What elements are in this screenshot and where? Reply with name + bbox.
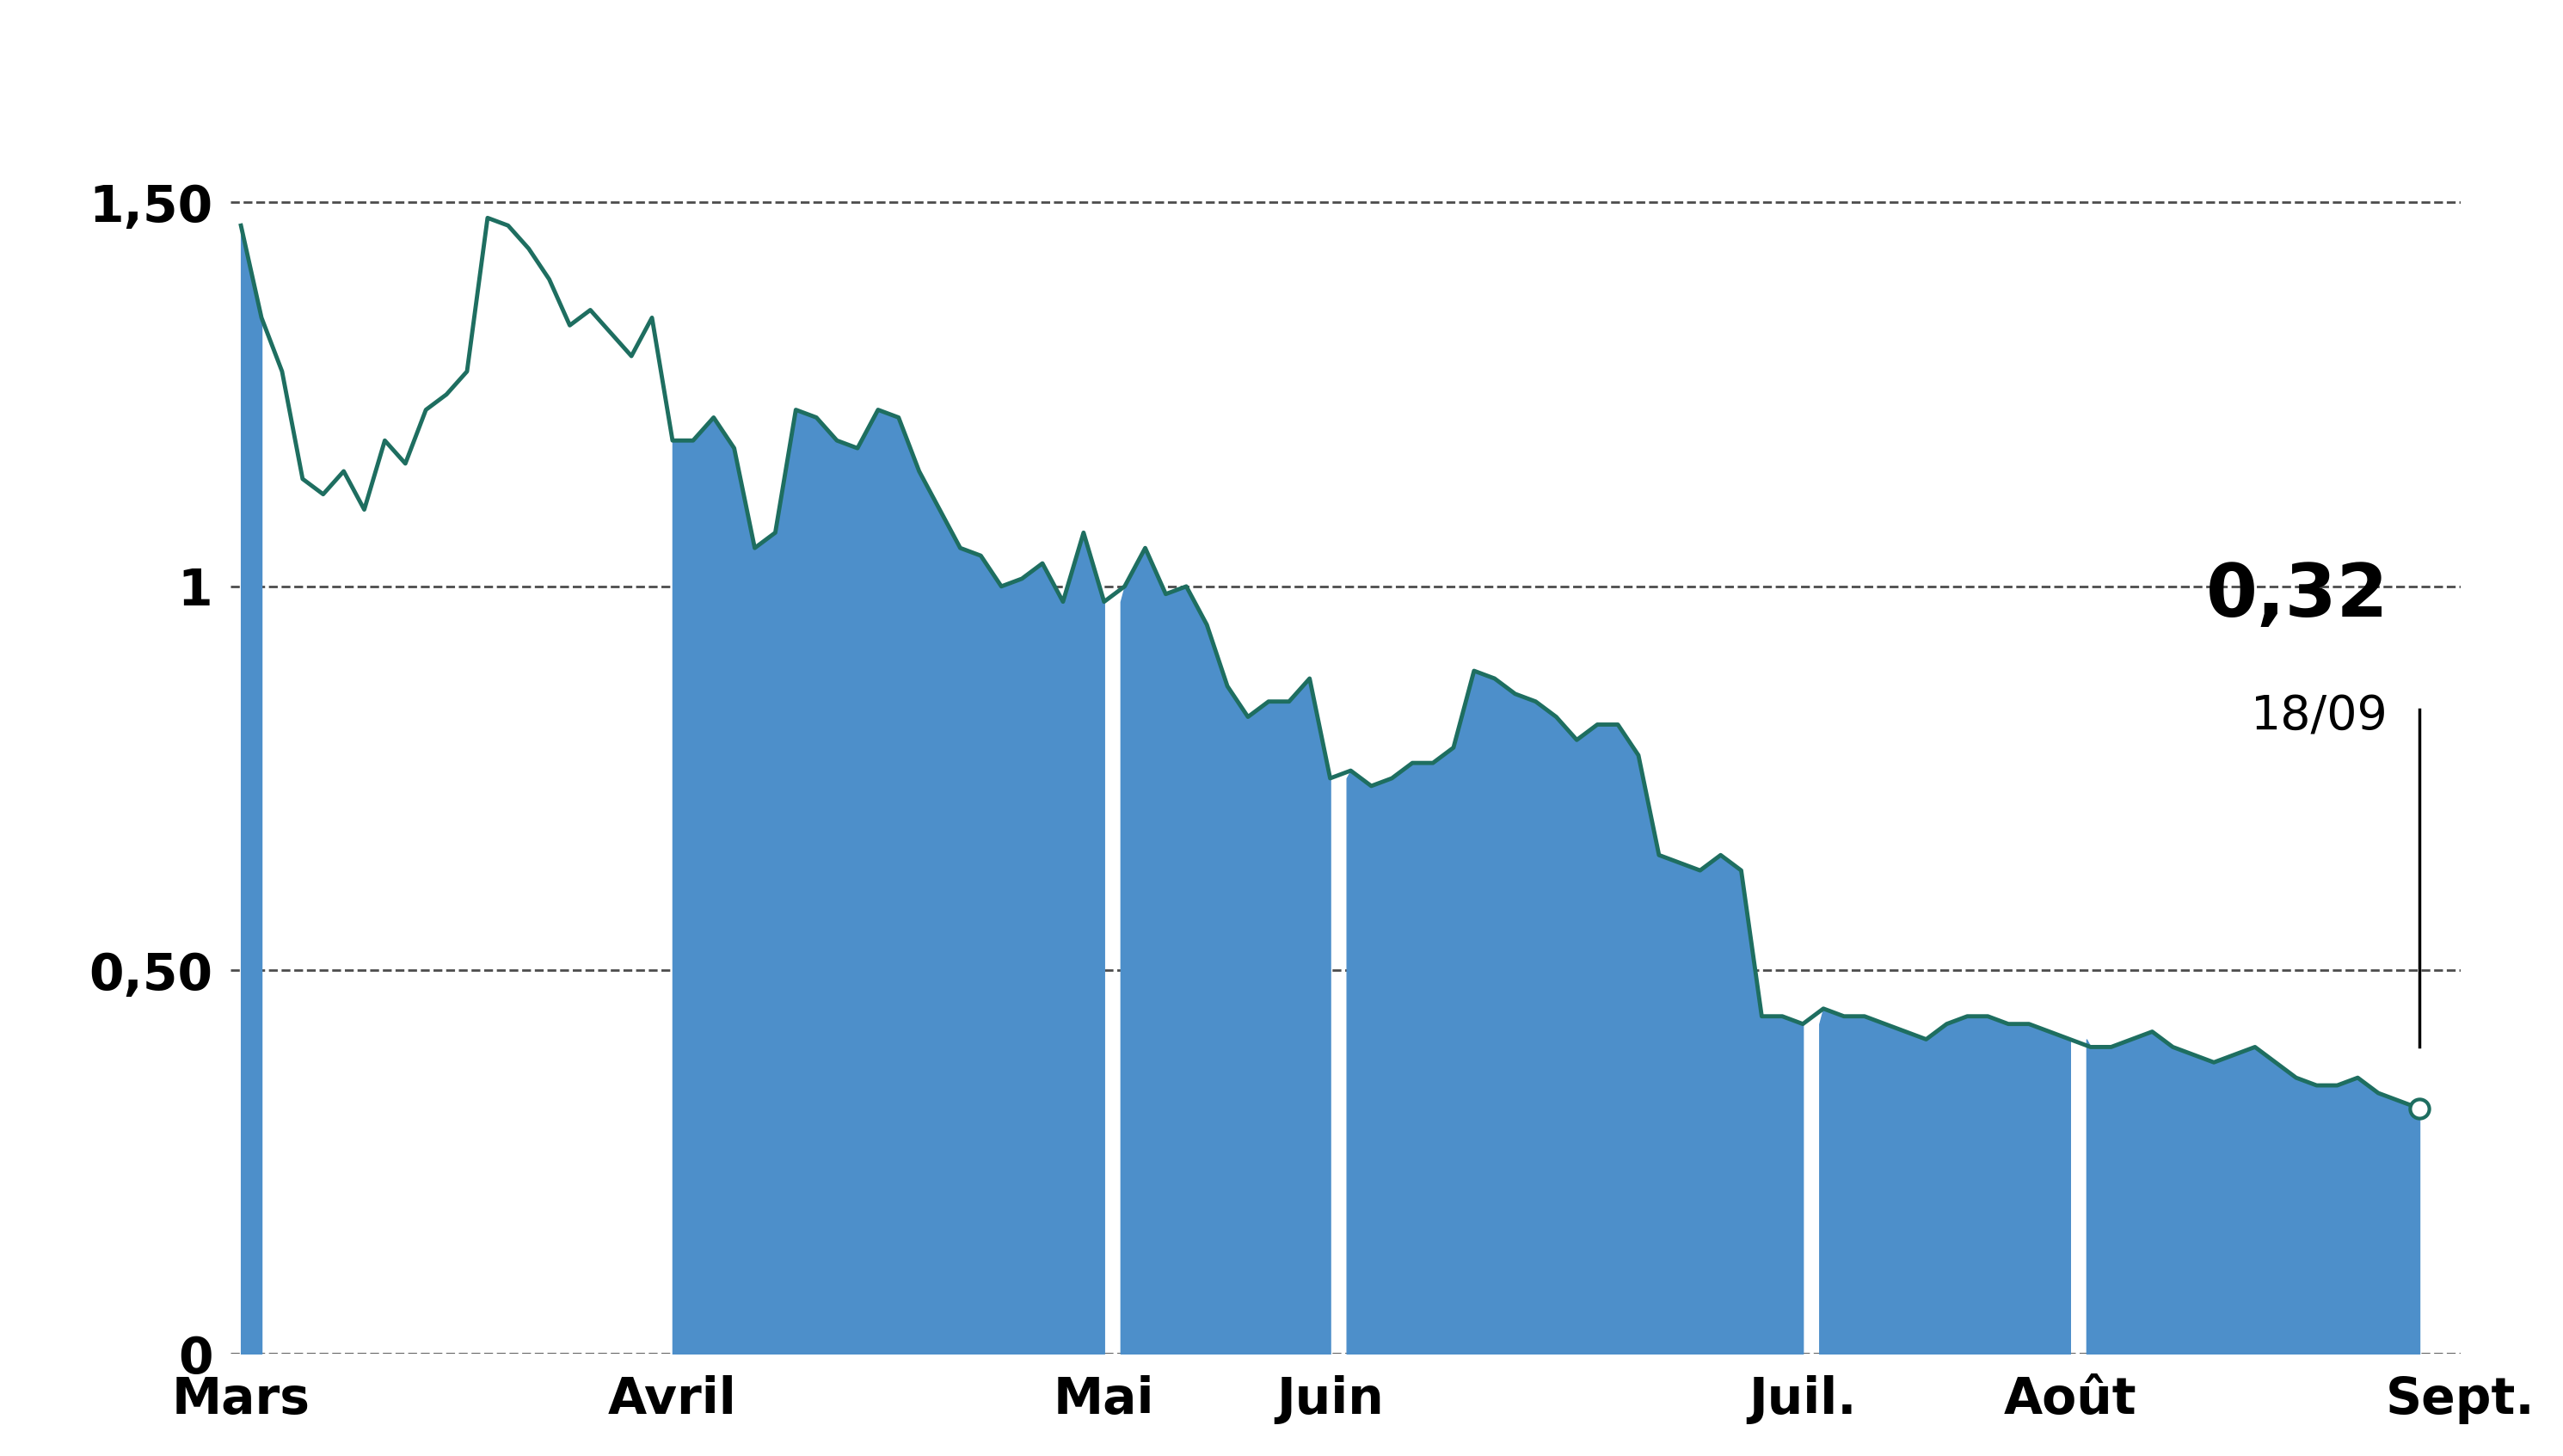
- Text: 0,32: 0,32: [2207, 561, 2389, 632]
- Text: Biotricity, Inc.: Biotricity, Inc.: [905, 9, 1658, 100]
- Text: 18/09: 18/09: [2250, 695, 2389, 740]
